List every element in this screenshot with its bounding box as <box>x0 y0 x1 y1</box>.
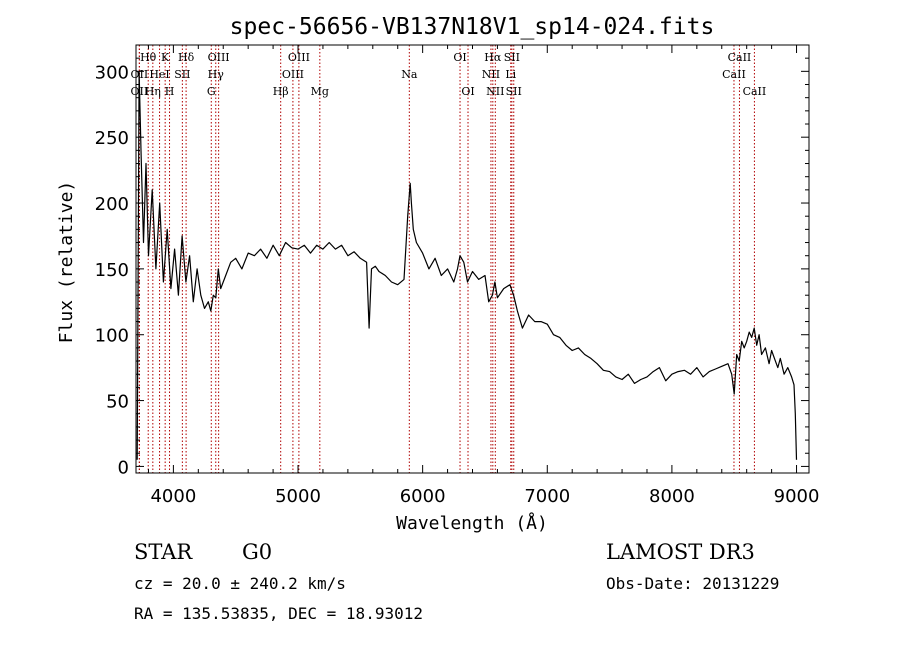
redshift-info: cz = 20.0 ± 240.2 km/s <box>134 574 346 593</box>
line-markers <box>138 45 755 473</box>
line-label: Li <box>505 68 516 81</box>
line-label: SII <box>506 85 522 98</box>
line-label: NII <box>482 68 500 81</box>
coordinates-info: RA = 135.53835, DEC = 18.93012 <box>134 604 423 623</box>
line-label: OI <box>453 51 466 64</box>
line-label: CaII <box>743 85 767 98</box>
line-label: OI <box>461 85 474 98</box>
y-tick-label: 50 <box>106 392 129 413</box>
y-tick-label: 0 <box>118 457 129 478</box>
line-label: HeI <box>149 68 169 81</box>
line-label: NII <box>486 85 504 98</box>
y-tick-label: 300 <box>95 62 129 83</box>
y-tick-label: 150 <box>95 260 129 281</box>
y-tick-label: 100 <box>95 326 129 347</box>
observation-date: Obs-Date: 20131229 <box>606 574 780 593</box>
line-label: G <box>207 85 216 98</box>
line-label: CaII <box>722 68 746 81</box>
x-tick-label: 9000 <box>774 486 820 507</box>
line-label: OIII <box>288 51 310 64</box>
line-label: SII <box>504 51 520 64</box>
y-axis-label: Flux (relative) <box>56 181 77 344</box>
line-label: Hβ <box>273 85 289 98</box>
y-tick-label: 250 <box>95 128 129 149</box>
survey-name: LAMOST DR3 <box>606 540 755 564</box>
object-subclass: G0 <box>242 540 273 564</box>
chart-title: spec-56656-VB137N18V1_sp14-024.fits <box>230 14 715 40</box>
line-label: Hδ <box>178 51 195 64</box>
x-tick-label: 5000 <box>275 486 321 507</box>
x-axis-ticks: 4000 5000 6000 7000 8000 9000 <box>147 45 820 507</box>
x-axis-label: Wavelength (Å) <box>396 512 548 534</box>
line-label: Hθ <box>140 51 157 64</box>
line-label: Na <box>401 68 418 81</box>
line-label: Mg <box>311 85 329 98</box>
x-tick-label: 4000 <box>150 486 196 507</box>
object-class: STAR <box>134 540 193 564</box>
x-tick-label: 6000 <box>400 486 446 507</box>
line-label: K <box>161 51 170 64</box>
line-label: OIII <box>208 51 230 64</box>
x-tick-label: 7000 <box>524 486 570 507</box>
line-label: SII <box>174 68 190 81</box>
line-label: Hα <box>484 51 502 64</box>
x-tick-label: 8000 <box>649 486 695 507</box>
y-axis-ticks: 0 50 100 150 200 250 300 <box>95 57 809 478</box>
y-tick-label: 200 <box>95 194 129 215</box>
line-label: H <box>165 85 175 98</box>
line-label: OIII <box>282 68 304 81</box>
line-label: Hγ <box>208 68 225 81</box>
spectrum-line <box>136 70 798 460</box>
line-label: Hη <box>145 85 161 98</box>
spectrum-series <box>136 70 798 460</box>
plot-frame <box>135 44 810 474</box>
line-label: CaII <box>728 51 752 64</box>
